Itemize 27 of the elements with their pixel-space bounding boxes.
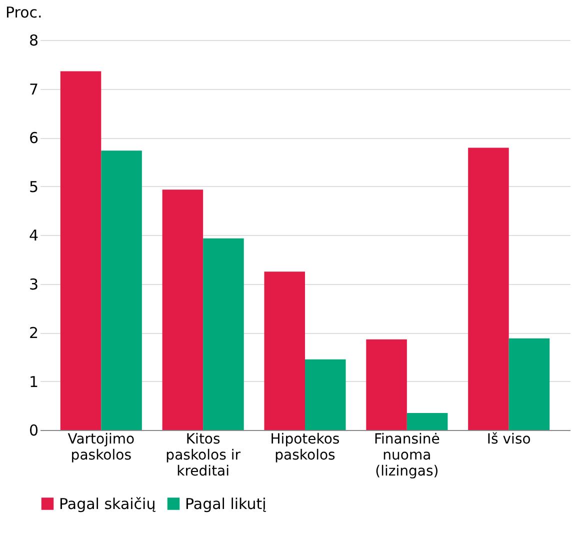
bar bbox=[508, 338, 550, 430]
legend-label: Pagal skaičių bbox=[59, 494, 156, 513]
bar bbox=[468, 148, 509, 430]
bar bbox=[101, 150, 142, 430]
x-tick-label: Kitos paskolos ir kreditai bbox=[166, 432, 241, 480]
y-tick-label: 2 bbox=[28, 324, 38, 342]
y-tick-label: 0 bbox=[28, 422, 38, 440]
bar bbox=[162, 190, 204, 430]
x-tick-label: Iš viso bbox=[486, 432, 531, 448]
x-tick-label: Finansinė nuoma (lizingas) bbox=[374, 432, 440, 480]
y-tick-label: 7 bbox=[28, 80, 38, 98]
y-tick-label: 3 bbox=[28, 275, 38, 294]
y-tick-label: 1 bbox=[28, 372, 38, 391]
legend-label: Pagal likutį bbox=[185, 494, 266, 513]
x-tick-label: Hipotekos paskolos bbox=[270, 432, 340, 464]
y-tick-label: 8 bbox=[28, 32, 38, 50]
bar bbox=[203, 238, 244, 430]
x-tick-label: Vartojimo paskolos bbox=[68, 432, 135, 464]
bar bbox=[264, 272, 305, 430]
bar bbox=[60, 71, 102, 430]
y-axis-title: Proc. bbox=[6, 4, 42, 22]
y-tick-label: 6 bbox=[28, 129, 38, 147]
bar bbox=[305, 359, 346, 430]
y-tick-label: 5 bbox=[28, 178, 38, 196]
y-tick-label: 4 bbox=[28, 226, 38, 244]
bar bbox=[406, 412, 448, 430]
bar bbox=[366, 339, 407, 430]
